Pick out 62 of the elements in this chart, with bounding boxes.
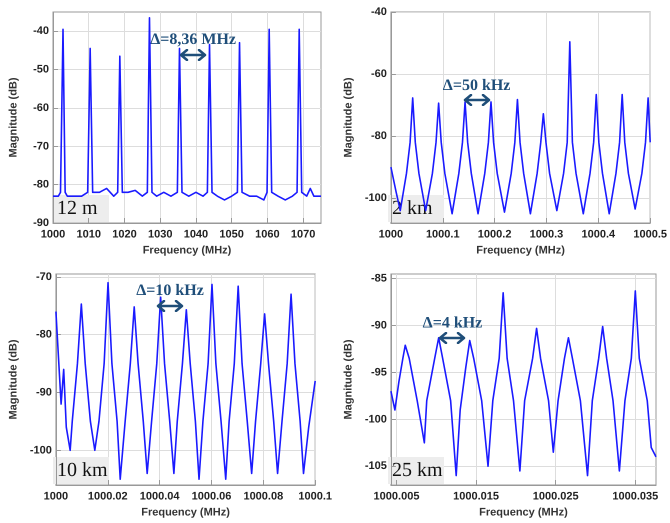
y-tick-label: -100: [364, 192, 387, 204]
x-tick-label: 1000.3: [530, 228, 564, 240]
y-tick-label: -60: [33, 102, 49, 114]
y-tick-label: -90: [36, 386, 52, 399]
x-tick-label: 1000.1: [298, 490, 332, 502]
annotation: Δ=4 kHz: [422, 314, 482, 332]
y-tick-label: -70: [33, 140, 49, 152]
y-tick-label: -100: [30, 444, 52, 456]
x-tick-label: 1000.08: [243, 490, 284, 502]
y-tick-label: -105: [364, 460, 387, 472]
y-tick-label: -80: [36, 328, 52, 341]
x-tick-label: 1060: [255, 228, 280, 240]
annotation: 12 m: [57, 197, 98, 219]
x-tick-label: 1000.04: [140, 490, 180, 502]
y-tick-label: -50: [33, 64, 49, 76]
y-axis-title: Magnitude (dB): [342, 77, 354, 158]
annotation: Δ=8,36 MHz: [150, 31, 236, 48]
y-axis-title: Magnitude (dB): [8, 77, 20, 158]
y-axis-title: Magnitude (dB): [342, 339, 354, 420]
y-tick-label: -40: [371, 6, 387, 18]
y-tick-label: -70: [36, 270, 52, 283]
y-tick-label: -80: [371, 130, 387, 142]
y-tick-label: -90: [33, 217, 49, 229]
y-tick-label: -95: [371, 366, 387, 378]
line-series: [52, 16, 322, 201]
line-series: [390, 290, 657, 476]
y-tick-label: -80: [33, 178, 49, 191]
line-series: [55, 282, 316, 480]
x-tick-label: 1000.02: [88, 490, 128, 502]
x-tick-label: 1000: [378, 228, 404, 240]
annotation: 10 km: [57, 459, 108, 481]
annotation: Δ=50 kHz: [442, 76, 510, 94]
y-tick-label: -100: [364, 413, 387, 426]
x-tick-label: 1010: [76, 228, 101, 240]
x-axis-title: Frequency (MHz): [476, 244, 566, 256]
y-tick-label: -40: [33, 25, 49, 38]
x-axis-title: Frequency (MHz): [141, 506, 230, 518]
x-tick-label: 1000.2: [478, 228, 512, 240]
x-tick-label: 1000.4: [581, 228, 616, 240]
x-tick-label: 1020: [112, 228, 137, 240]
x-tick-label: 1030: [148, 228, 172, 240]
x-tick-label: 1000: [40, 228, 66, 240]
x-tick-label: 1000.06: [192, 490, 232, 502]
annotation: 25 km: [392, 459, 443, 481]
x-axis-title: Frequency (MHz): [479, 506, 568, 518]
x-tick-label: 1000.5: [633, 228, 668, 240]
y-axis-title: Magnitude (dB): [8, 339, 20, 420]
x-tick-label: 1000.1: [426, 228, 460, 240]
x-tick-label: 1000.015: [453, 490, 500, 502]
x-tick-label: 1000.025: [532, 490, 579, 502]
x-axis-title: Frequency (MHz): [142, 244, 232, 256]
y-tick-label: -60: [371, 68, 387, 80]
line-series: [390, 40, 651, 214]
x-tick-label: 1000: [44, 490, 68, 502]
x-tick-label: 1000.035: [612, 490, 658, 502]
x-tick-label: 1050: [219, 228, 244, 240]
y-tick-label: -90: [371, 320, 387, 332]
x-tick-label: 1040: [184, 228, 208, 240]
x-tick-label: 1000.005: [374, 490, 420, 502]
x-tick-label: 1070: [290, 228, 316, 240]
annotation: Δ=10 kHz: [136, 282, 204, 300]
y-tick-label: -85: [371, 272, 387, 285]
